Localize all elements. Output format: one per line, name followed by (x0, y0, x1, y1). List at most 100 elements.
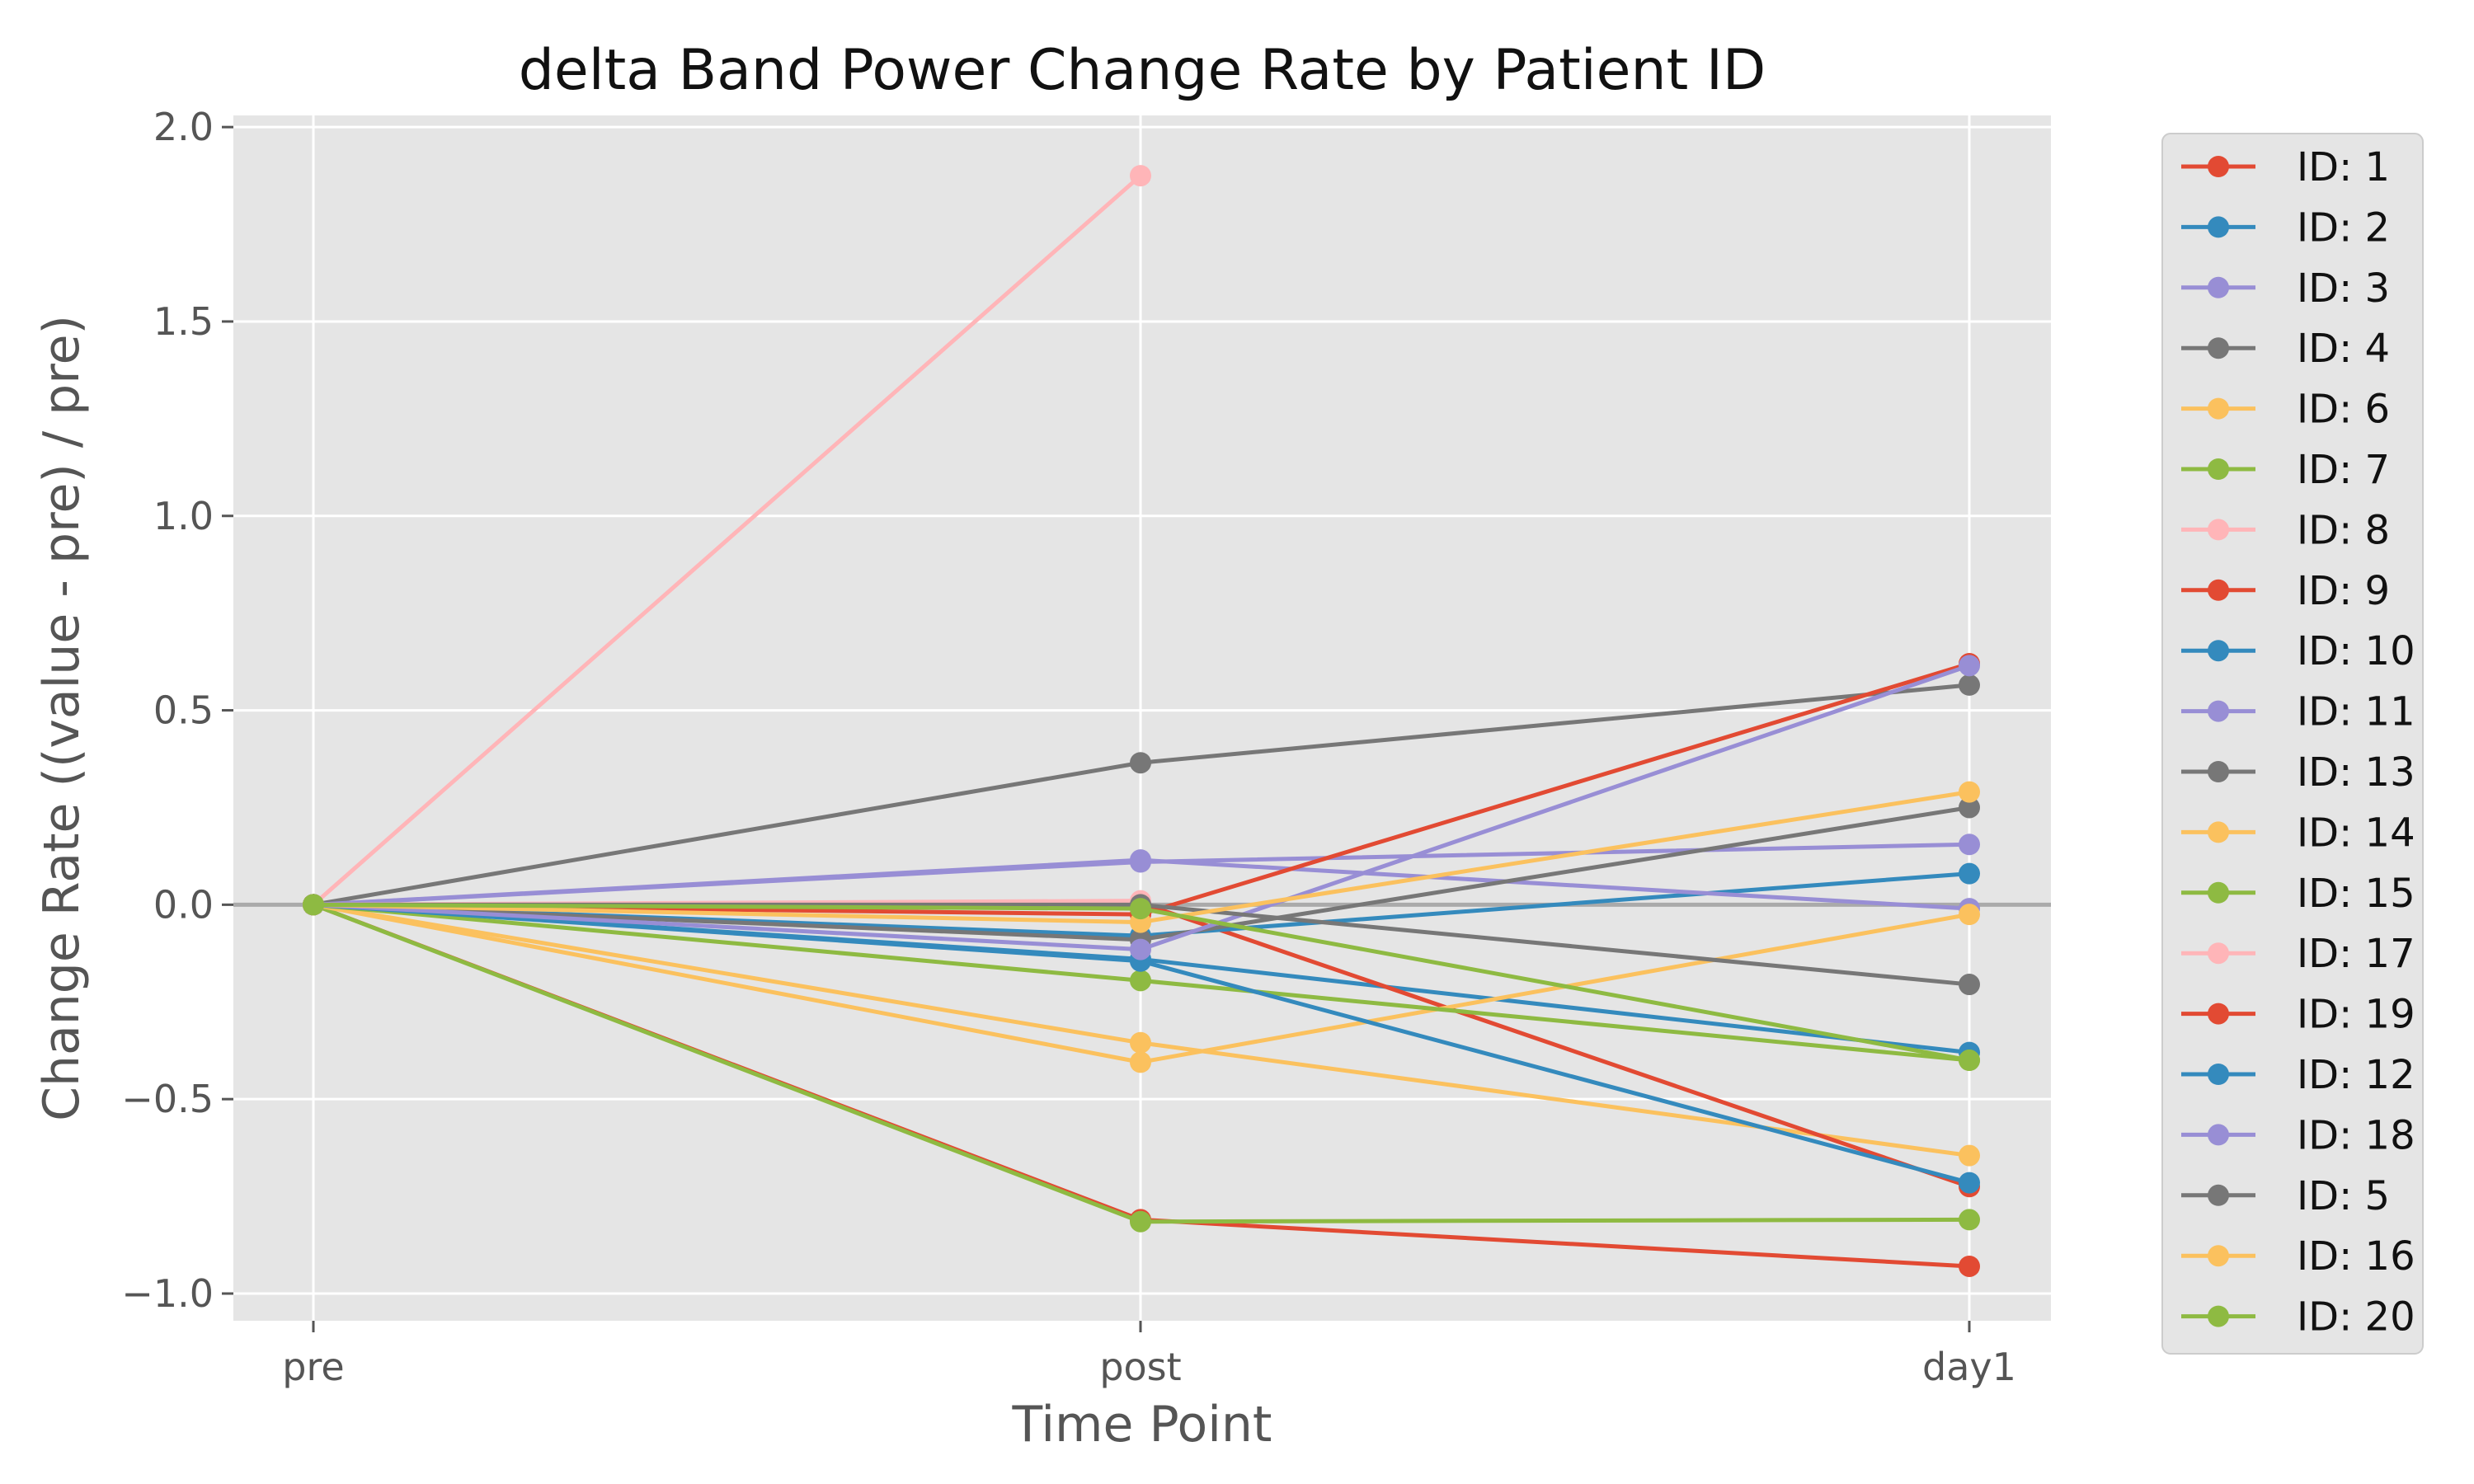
legend-box (2161, 133, 2424, 1355)
legend-marker (2208, 700, 2229, 722)
data-point (1959, 974, 1980, 996)
y-tick-label: 2.0 (153, 105, 214, 149)
legend-label: ID: 3 (2297, 265, 2390, 312)
legend-label: ID: 8 (2297, 507, 2390, 553)
y-tick-label: 1.5 (153, 299, 214, 344)
data-point (1130, 938, 1151, 960)
plot-area (233, 115, 2051, 1321)
data-point (1959, 1209, 1980, 1231)
legend-marker (2208, 1184, 2229, 1206)
data-point (1130, 849, 1151, 871)
legend-label: ID: 9 (2297, 568, 2390, 614)
data-point (1130, 1051, 1151, 1073)
x-axis-label: Time Point (1012, 1396, 1272, 1453)
legend-marker (2208, 397, 2229, 420)
legend-marker (2208, 337, 2229, 359)
data-point (1130, 752, 1151, 774)
series-lines (303, 165, 1980, 1277)
data-point (1959, 674, 1980, 696)
legend-marker (2208, 276, 2229, 298)
y-tick-label: −0.5 (121, 1077, 214, 1121)
data-point (1959, 1050, 1980, 1072)
legend-label: ID: 15 (2297, 871, 2415, 917)
legend-item: ID: 11 (2181, 689, 2415, 735)
legend-item: ID: 17 (2181, 931, 2415, 977)
legend-label: ID: 11 (2297, 689, 2415, 735)
legend: ID: 1 ID: 2 ID: 3 ID: 4 ID: 6 ID: 7 ID: 8 ID: 9… (2161, 133, 2424, 1355)
data-point (1959, 834, 1980, 856)
legend-item: ID: 13 (2181, 749, 2415, 796)
legend-marker (2208, 821, 2229, 843)
x-tick-label: post (1099, 1345, 1181, 1389)
legend-label: ID: 14 (2297, 810, 2415, 856)
legend-label: ID: 1 (2297, 144, 2390, 190)
legend-marker (2208, 458, 2229, 480)
legend-item: ID: 20 (2181, 1294, 2415, 1341)
legend-label: ID: 20 (2297, 1294, 2415, 1341)
series-id-20 (303, 894, 1980, 1072)
data-point (1959, 1144, 1980, 1167)
y-tick-label: 1.0 (153, 494, 214, 538)
y-axis-ticks: −1.0 −0.5 0.0 0.5 1.0 1.5 2.0 (121, 105, 233, 1316)
legend-item: ID: 2 (2181, 204, 2390, 251)
y-tick-label: −1.0 (121, 1271, 214, 1316)
data-point (1959, 1172, 1980, 1194)
legend-label: ID: 16 (2297, 1233, 2415, 1280)
legend-label: ID: 17 (2297, 931, 2415, 977)
legend-marker (2208, 519, 2229, 541)
legend-item: ID: 19 (2181, 992, 2415, 1038)
series-line (312, 174, 1142, 907)
data-point (1130, 898, 1151, 920)
x-tick-label: pre (282, 1345, 344, 1389)
legend-marker (2208, 1064, 2229, 1085)
data-point (1130, 1031, 1151, 1054)
data-point (303, 894, 324, 916)
y-tick-label: 0.0 (153, 882, 214, 927)
legend-marker (2208, 1305, 2229, 1327)
legend-marker (2208, 1003, 2229, 1025)
legend-marker (2208, 156, 2229, 177)
legend-label: ID: 4 (2297, 326, 2390, 372)
legend-marker (2208, 1124, 2229, 1146)
legend-item: ID: 14 (2181, 810, 2415, 856)
legend-label: ID: 18 (2297, 1112, 2415, 1158)
legend-marker (2208, 579, 2229, 601)
legend-items: ID: 1 ID: 2 ID: 3 ID: 4 ID: 6 ID: 7 ID: 8 ID: 9… (2181, 144, 2415, 1341)
legend-label: ID: 7 (2297, 447, 2390, 493)
y-axis-label: Change Rate ((value - pre) / pre) (33, 315, 91, 1121)
legend-item: ID: 6 (2181, 387, 2390, 433)
legend-item: ID: 15 (2181, 871, 2415, 917)
legend-item: ID: 1 (2181, 144, 2390, 190)
x-axis-ticks: pre post day1 (282, 1321, 2016, 1389)
data-point (1959, 781, 1980, 803)
legend-marker (2208, 881, 2229, 904)
legend-item: ID: 12 (2181, 1052, 2415, 1098)
data-point (1959, 655, 1980, 677)
data-point (1959, 1255, 1980, 1277)
legend-label: ID: 5 (2297, 1173, 2390, 1219)
legend-marker (2208, 216, 2229, 238)
legend-item: ID: 9 (2181, 568, 2390, 614)
legend-item: ID: 8 (2181, 507, 2390, 553)
data-point (1959, 904, 1980, 926)
data-point (1130, 165, 1151, 187)
data-point (1130, 1210, 1151, 1233)
legend-item: ID: 5 (2181, 1173, 2390, 1219)
y-tick-label: 0.5 (153, 688, 214, 733)
legend-marker (2208, 1245, 2229, 1267)
legend-label: ID: 2 (2297, 204, 2390, 251)
legend-marker (2208, 942, 2229, 965)
legend-item: ID: 3 (2181, 265, 2390, 312)
legend-label: ID: 13 (2297, 749, 2415, 796)
chart-title: delta Band Power Change Rate by Patient … (519, 38, 1766, 103)
legend-label: ID: 10 (2297, 628, 2415, 674)
legend-item: ID: 10 (2181, 628, 2415, 674)
legend-item: ID: 16 (2181, 1233, 2415, 1280)
legend-marker (2208, 761, 2229, 782)
data-point (1130, 970, 1151, 992)
data-point (1959, 862, 1980, 885)
legend-label: ID: 6 (2297, 387, 2390, 433)
series-id-7 (303, 894, 1980, 1233)
legend-label: ID: 12 (2297, 1052, 2415, 1098)
